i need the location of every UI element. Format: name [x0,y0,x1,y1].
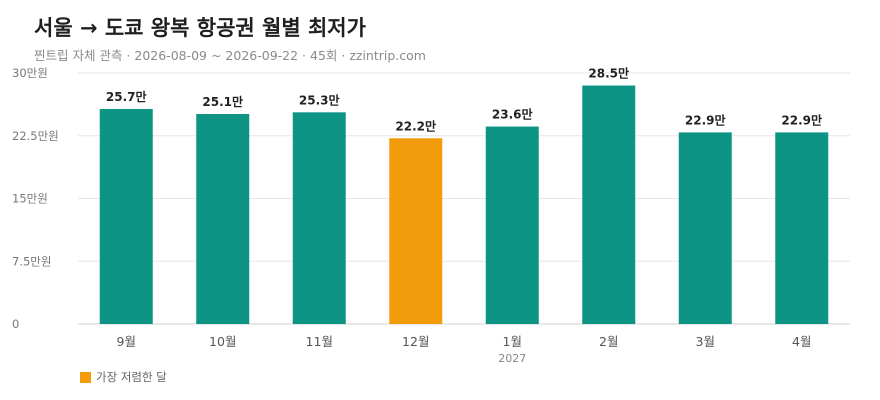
x-tick-label: 12월 [402,334,429,349]
x-tick-label: 2월 [599,334,618,349]
data-label: 23.6만 [492,107,533,122]
x-tick-label: 11월 [306,334,333,349]
chart-subtitle: 찐트립 자체 관측 · 2026-08-09 ~ 2026-09-22 · 45… [34,48,426,63]
chart-title: 서울 → 도쿄 왕복 항공권 월별 최저가 [34,16,366,40]
x-tick-label: 4월 [792,334,811,349]
bar [678,132,732,324]
legend: 가장 저렴한 달 [80,369,167,385]
x-tick-sublabel: 2027 [498,352,526,365]
data-label: 22.9만 [781,112,822,127]
x-tick-label: 9월 [117,334,136,349]
x-tick-label: 1월 [503,334,522,349]
x-tick-label: 3월 [696,334,715,349]
y-tick-label: 30만원 [12,66,48,80]
bar [389,138,443,324]
y-tick-label: 0 [12,317,19,331]
data-label: 25.3만 [299,92,340,107]
bar [485,126,539,325]
x-tick-label: 10월 [209,334,236,349]
bar [582,85,636,324]
data-label: 22.2만 [395,118,436,133]
bar [196,113,250,324]
legend-swatch [80,371,91,383]
data-label: 25.7만 [106,89,147,104]
data-label: 28.5만 [588,66,629,81]
data-label: 22.9만 [685,112,726,127]
y-tick-label: 22.5만원 [12,129,59,143]
data-label: 25.1만 [202,94,243,109]
y-tick-label: 15만원 [12,192,48,206]
bar [292,112,346,324]
bar [99,108,153,324]
y-tick-label: 7.5만원 [12,254,51,268]
legend-label: 가장 저렴한 달 [96,370,167,384]
bar [775,132,829,324]
